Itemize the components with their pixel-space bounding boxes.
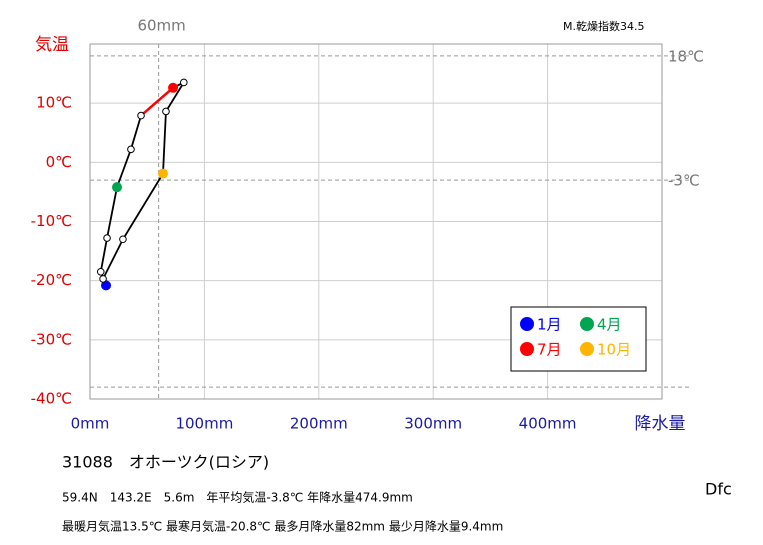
y-tick-label: -30℃ (31, 330, 72, 348)
point (180, 78, 188, 87)
x-tick-label: 200mm (290, 415, 348, 433)
legend-marker (580, 342, 594, 356)
climate-class: Dfc (705, 480, 732, 499)
dryness-index: M.乾燥指数34.5 (563, 19, 644, 33)
station-info: 59.4N 143.2E 5.6m 年平均気温-3.8℃ 年降水量474.9mm (62, 490, 413, 505)
y-tick-label: -10℃ (31, 212, 72, 230)
y-tick-label: 10℃ (36, 94, 72, 112)
x-tick-label: 100mm (175, 415, 233, 433)
point (99, 275, 107, 283)
legend-marker (580, 317, 594, 331)
x-axis-label: 降水量 (635, 414, 686, 434)
y-axis-label: 気温 (35, 35, 69, 55)
legend-marker (520, 317, 534, 331)
legend-box (510, 306, 647, 372)
point (137, 111, 145, 120)
highlight-segment (140, 86, 174, 117)
point (96, 267, 105, 276)
x-tick-label: 0mm (71, 415, 110, 433)
y-tick-label: -20℃ (31, 271, 72, 289)
y-tick-label: 0℃ (46, 153, 72, 171)
plot-frame (89, 43, 663, 400)
legend-label: 4月 (597, 316, 622, 334)
y-tick-label: -40℃ (31, 390, 72, 408)
reference-label: -3℃ (668, 172, 700, 190)
legend-label: 1月 (537, 316, 562, 334)
point (103, 234, 111, 242)
x-tick-label: 300mm (404, 415, 462, 433)
point (119, 235, 127, 244)
highlight-point (101, 280, 112, 291)
reference-label: 18℃ (668, 47, 704, 65)
station-extremes: 最暖月気温13.5℃ 最寒月気温-20.8℃ 最多月降水量82mm 最少月降水量… (62, 519, 503, 534)
legend-label: 10月 (597, 341, 631, 359)
highlight-point (157, 168, 168, 179)
point (127, 145, 135, 154)
station-title: 31088 オホーツク(ロシア) (62, 453, 269, 472)
legend-label: 7月 (537, 341, 562, 359)
highlight-point (111, 182, 122, 193)
legend-marker (520, 342, 534, 356)
point (162, 107, 170, 116)
x-tick-label: 400mm (519, 415, 577, 433)
highlight-point (168, 82, 179, 93)
reference-label: 60mm (137, 17, 185, 35)
